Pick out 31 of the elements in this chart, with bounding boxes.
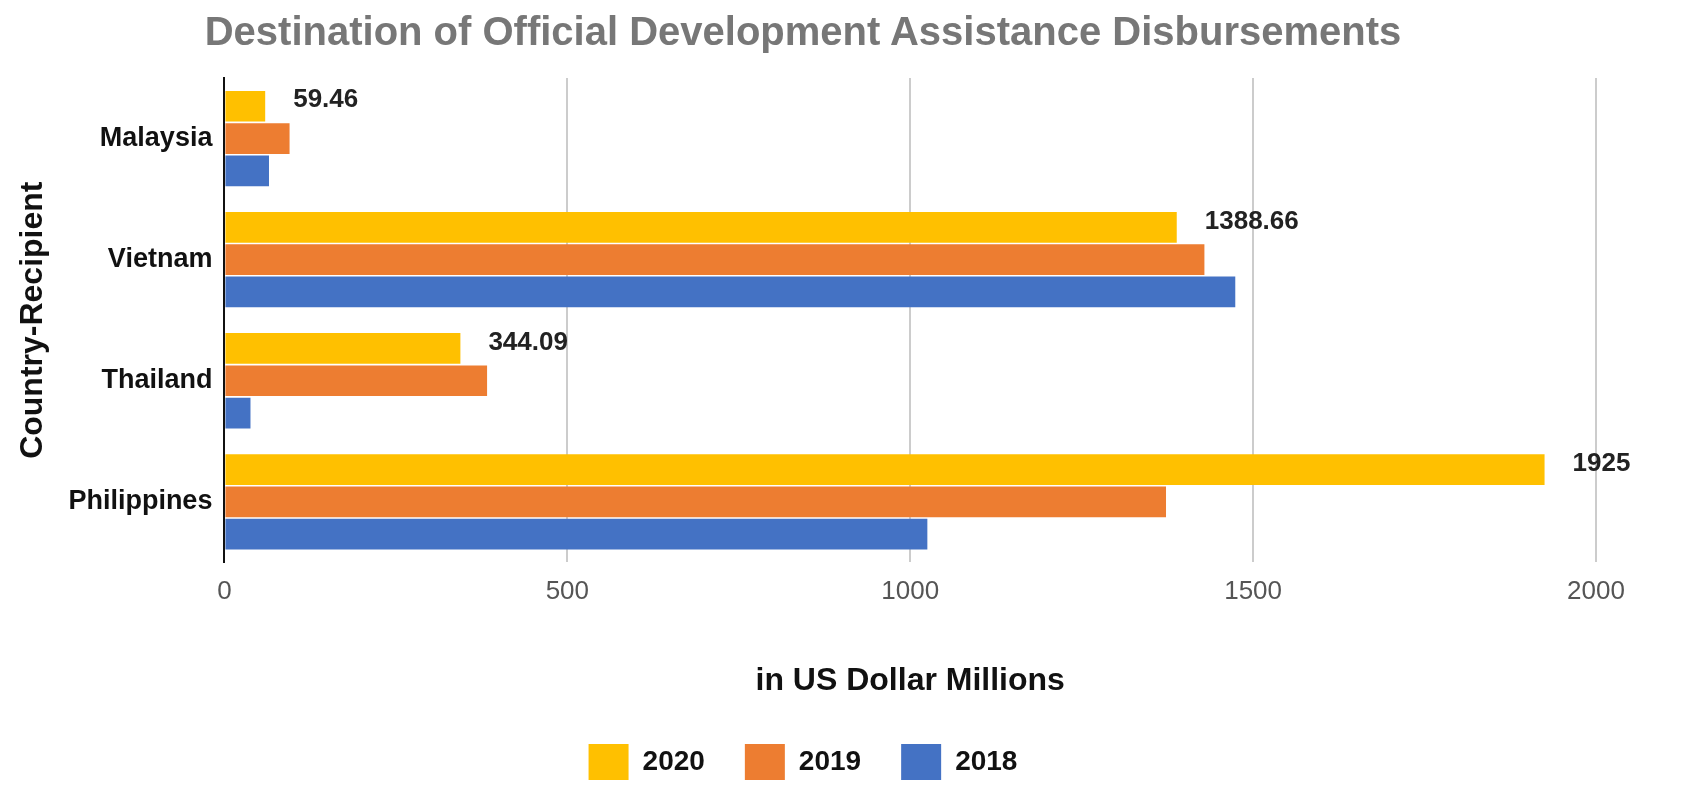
x-tick-label: 0 <box>217 575 232 606</box>
data-label: 344.09 <box>488 325 568 356</box>
y-axis-title: Country-Recipient <box>13 181 50 459</box>
y-tick-label: Vietnam <box>107 243 213 274</box>
y-tick-label: Malaysia <box>99 122 214 152</box>
x-tick-label: 1000 <box>881 575 940 606</box>
bar <box>225 244 1205 275</box>
bar <box>225 365 488 397</box>
bar <box>225 454 1545 485</box>
data-label: 59.46 <box>293 83 359 114</box>
legend-label: 2018 <box>955 744 1018 776</box>
bar <box>225 123 290 154</box>
x-tick-label: 2000 <box>1567 575 1625 606</box>
bar <box>225 90 266 122</box>
legend-label: 2019 <box>798 744 862 776</box>
bar <box>225 276 1236 308</box>
y-tick-label: Philippines <box>68 485 213 516</box>
data-label: 1388.66 <box>1204 204 1299 235</box>
bar <box>225 518 928 550</box>
data-label: 1925 <box>1572 446 1631 477</box>
x-tick-label: 500 <box>545 575 590 606</box>
bar <box>225 333 461 364</box>
y-tick-label: Thailand <box>101 364 213 395</box>
bar <box>225 486 1167 518</box>
x-axis-title: in US Dollar Millions <box>755 660 1065 697</box>
bar <box>225 397 251 429</box>
x-tick-label: 1500 <box>1224 575 1283 606</box>
bar <box>225 212 1177 243</box>
legend-label: 2020 <box>642 744 705 776</box>
bar <box>225 155 269 187</box>
chart-title: Destination of Official Development Assistance Disbursements <box>204 9 1402 54</box>
